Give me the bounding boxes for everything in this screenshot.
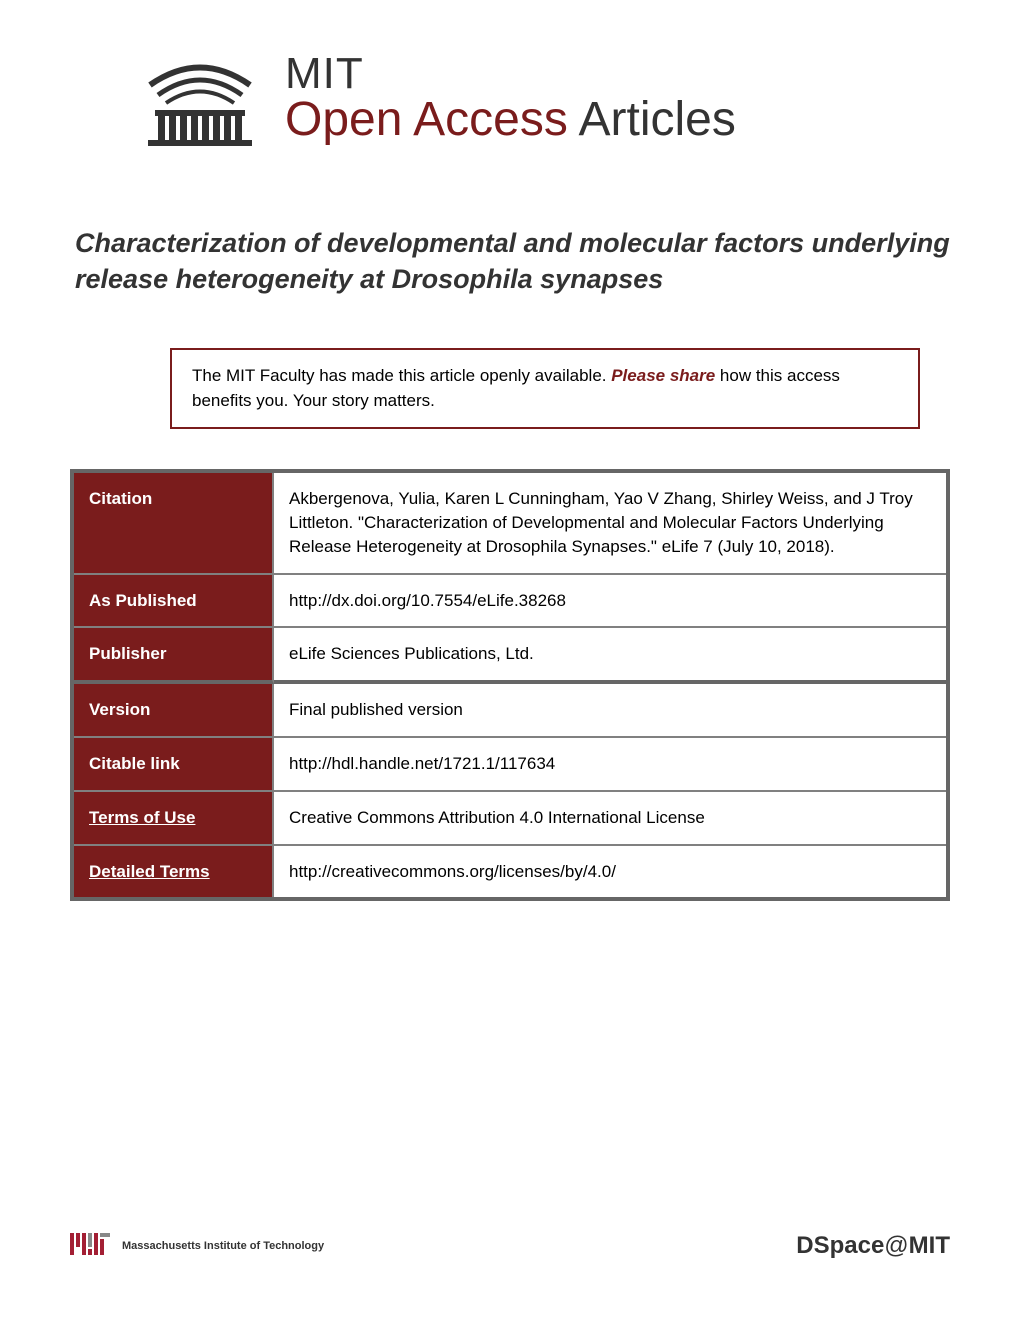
notice-text-before: The MIT Faculty has made this article op… <box>192 366 611 385</box>
citation-label: Citation <box>74 473 274 574</box>
detailed-terms-value[interactable]: http://creativecommons.org/licenses/by/4… <box>274 846 946 898</box>
as-published-label: As Published <box>74 575 274 629</box>
mit-dome-icon <box>130 40 270 155</box>
table-row: Citable link http://hdl.handle.net/1721.… <box>74 738 946 792</box>
mit-small-logo-icon <box>70 1233 112 1260</box>
table-row: As Published http://dx.doi.org/10.7554/e… <box>74 575 946 629</box>
terms-of-use-link[interactable]: Terms of Use <box>89 808 195 827</box>
citation-value: Akbergenova, Yulia, Karen L Cunningham, … <box>274 473 946 574</box>
article-title: Characterization of developmental and mo… <box>70 225 950 298</box>
notice-box: The MIT Faculty has made this article op… <box>170 348 920 429</box>
header-open-access-articles: Open Access Articles <box>285 96 736 144</box>
detailed-terms-label: Detailed Terms <box>74 846 274 898</box>
table-row: Version Final published version <box>74 684 946 738</box>
header-text: MIT Open Access Articles <box>285 52 736 144</box>
version-label: Version <box>74 684 274 738</box>
terms-of-use-label: Terms of Use <box>74 792 274 846</box>
citable-link-value[interactable]: http://hdl.handle.net/1721.1/117634 <box>274 738 946 792</box>
publisher-value: eLife Sciences Publications, Ltd. <box>274 628 946 684</box>
terms-of-use-value: Creative Commons Attribution 4.0 Interna… <box>274 792 946 846</box>
detailed-terms-link[interactable]: Detailed Terms <box>89 862 210 881</box>
table-row: Publisher eLife Sciences Publications, L… <box>74 628 946 684</box>
table-row: Terms of Use Creative Commons Attributio… <box>74 792 946 846</box>
version-value: Final published version <box>274 684 946 738</box>
footer-institution: Massachusetts Institute of Technology <box>122 1240 324 1252</box>
publisher-label: Publisher <box>74 628 274 684</box>
footer-right: DSpace@MIT <box>796 1232 950 1260</box>
table-row: Detailed Terms http://creativecommons.or… <box>74 846 946 898</box>
table-row: Citation Akbergenova, Yulia, Karen L Cun… <box>74 473 946 574</box>
header: MIT Open Access Articles <box>130 40 950 155</box>
header-mit: MIT <box>285 52 736 96</box>
as-published-value[interactable]: http://dx.doi.org/10.7554/eLife.38268 <box>274 575 946 629</box>
please-share-link[interactable]: Please share <box>611 366 715 385</box>
footer-left: Massachusetts Institute of Technology <box>70 1233 324 1260</box>
at-text: @ <box>884 1232 908 1259</box>
footer: Massachusetts Institute of Technology DS… <box>70 1232 950 1260</box>
mit-text: MIT <box>909 1232 950 1259</box>
dspace-text: DSpace <box>796 1232 884 1259</box>
citable-link-label: Citable link <box>74 738 274 792</box>
metadata-table: Citation Akbergenova, Yulia, Karen L Cun… <box>70 469 950 901</box>
